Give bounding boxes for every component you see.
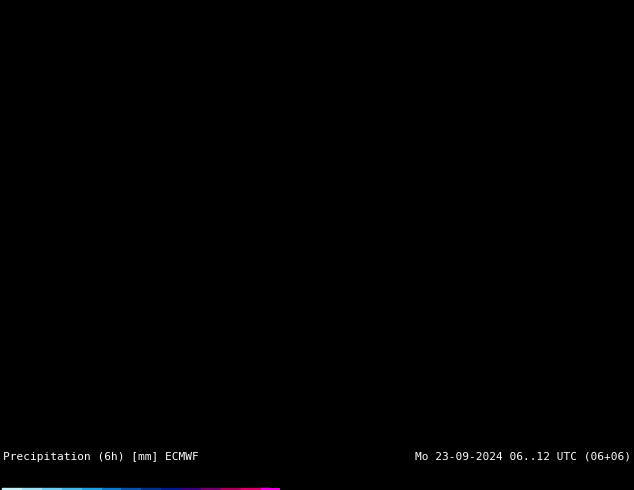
FancyArrow shape <box>2 489 22 490</box>
Bar <box>201 489 221 490</box>
Bar <box>261 489 275 490</box>
FancyArrow shape <box>161 489 181 490</box>
Bar <box>241 489 261 490</box>
FancyArrow shape <box>181 489 201 490</box>
FancyArrow shape <box>22 489 42 490</box>
Bar <box>122 489 141 490</box>
Bar <box>42 489 61 490</box>
FancyArrow shape <box>275 489 280 490</box>
Text: Precipitation (6h) [mm] ECMWF: Precipitation (6h) [mm] ECMWF <box>3 452 199 462</box>
FancyArrow shape <box>221 489 241 490</box>
Text: Mo 23-09-2024 06..12 UTC (06+06): Mo 23-09-2024 06..12 UTC (06+06) <box>415 452 631 462</box>
Bar <box>22 489 42 490</box>
FancyArrow shape <box>101 489 122 490</box>
Bar <box>82 489 101 490</box>
FancyArrow shape <box>141 489 161 490</box>
FancyArrow shape <box>82 489 101 490</box>
FancyArrow shape <box>201 489 221 490</box>
FancyArrow shape <box>42 489 61 490</box>
Bar <box>161 489 181 490</box>
FancyArrow shape <box>61 489 82 490</box>
Bar <box>181 489 201 490</box>
Bar <box>141 489 161 490</box>
Bar <box>2 489 22 490</box>
Bar <box>221 489 241 490</box>
Bar <box>61 489 82 490</box>
Bar <box>101 489 122 490</box>
FancyArrow shape <box>122 489 141 490</box>
FancyArrow shape <box>261 489 275 490</box>
FancyArrow shape <box>241 489 261 490</box>
